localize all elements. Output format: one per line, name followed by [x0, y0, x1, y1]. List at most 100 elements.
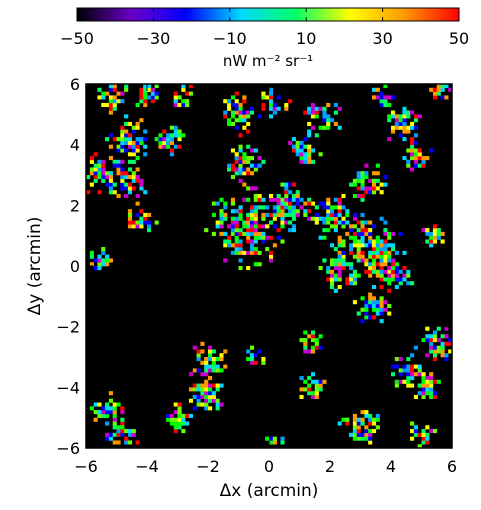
heatmap-cell — [349, 262, 354, 267]
heatmap-cell — [368, 250, 373, 255]
heatmap-cell — [310, 345, 316, 350]
heatmap-cell — [383, 250, 388, 255]
heatmap-cell — [379, 262, 384, 267]
heatmap-cell — [234, 106, 239, 111]
heatmap-cell — [131, 129, 136, 134]
heatmap-cell — [101, 159, 106, 164]
heatmap-cell — [398, 231, 403, 236]
heatmap-cell — [169, 413, 174, 418]
heatmap-cell — [402, 364, 407, 369]
heatmap-cell — [349, 243, 354, 248]
heatmap-cell — [147, 212, 152, 218]
heatmap-cell — [322, 216, 327, 221]
heatmap-cell — [246, 171, 251, 176]
heatmap-cell — [341, 239, 346, 244]
heatmap-cell — [261, 357, 266, 362]
heatmap-cell — [314, 394, 319, 400]
heatmap-cell — [432, 394, 438, 400]
heatmap-cell — [391, 273, 396, 278]
heatmap-cell — [127, 182, 133, 187]
heatmap-cell — [208, 368, 213, 373]
heatmap-cell — [238, 102, 243, 108]
heatmap-cell — [448, 349, 453, 354]
heatmap-cell — [425, 391, 430, 396]
heatmap-cell — [120, 125, 125, 130]
heatmap-cell — [402, 273, 407, 278]
heatmap-cell — [154, 95, 159, 100]
heatmap-cell — [421, 436, 426, 441]
heatmap-cell — [391, 129, 396, 134]
y-tick-label: −6 — [56, 439, 80, 458]
heatmap-cell — [371, 182, 377, 187]
heatmap-cell — [177, 133, 182, 138]
heatmap-cell — [246, 231, 251, 236]
heatmap-cell — [215, 201, 220, 206]
x-tick-label: −2 — [196, 457, 220, 476]
heatmap-cell — [352, 239, 357, 244]
heatmap-cell — [200, 372, 205, 377]
heatmap-cell — [383, 231, 388, 236]
heatmap-cell — [391, 277, 396, 282]
heatmap-cell — [177, 421, 182, 426]
heatmap-cell — [307, 391, 312, 396]
heatmap-cell — [402, 379, 407, 384]
heatmap-cell — [246, 220, 251, 225]
heatmap-cell — [284, 220, 289, 225]
heatmap-cell — [112, 95, 117, 100]
heatmap-cell — [280, 239, 285, 244]
heatmap-cell — [230, 110, 235, 115]
heatmap-cell — [352, 281, 357, 286]
heatmap-cell — [310, 394, 316, 400]
heatmap-cell — [200, 387, 205, 392]
heatmap-cell — [143, 212, 148, 218]
heatmap-cell — [127, 121, 133, 127]
heatmap-cell — [417, 156, 422, 161]
heatmap-cell — [150, 99, 155, 104]
heatmap-cell — [326, 220, 331, 225]
heatmap-cell — [272, 106, 277, 111]
heatmap-cell — [139, 95, 144, 100]
heatmap-cell — [341, 417, 346, 422]
heatmap-cell — [440, 345, 445, 350]
heatmap-cell — [333, 247, 338, 252]
heatmap-cell — [303, 156, 308, 161]
heatmap-cell — [242, 118, 247, 123]
heatmap-cell — [108, 190, 113, 195]
heatmap-cell — [291, 212, 296, 218]
heatmap-cell — [364, 425, 369, 430]
heatmap-cell — [310, 216, 316, 221]
heatmap-cell — [349, 247, 354, 252]
heatmap-cell — [204, 398, 209, 403]
heatmap-cell — [154, 137, 159, 142]
heatmap-cell — [303, 201, 308, 206]
heatmap-cell — [127, 209, 133, 214]
heatmap-cell — [269, 258, 274, 263]
heatmap-cell — [383, 95, 388, 100]
colorbar-tick-label: 10 — [296, 29, 316, 48]
heatmap-cell — [253, 239, 258, 244]
heatmap-cell — [368, 315, 373, 320]
heatmap-cell — [135, 125, 140, 130]
heatmap-cell — [425, 379, 430, 384]
heatmap-cell — [200, 349, 205, 354]
heatmap-cell — [379, 91, 384, 96]
heatmap-cell — [135, 220, 140, 225]
heatmap-cell — [105, 254, 110, 259]
heatmap-cell — [188, 91, 194, 96]
heatmap-cell — [105, 410, 110, 415]
heatmap-cell — [261, 216, 266, 221]
heatmap-cell — [253, 360, 258, 365]
heatmap-cell — [284, 205, 289, 210]
heatmap-cell — [402, 118, 407, 123]
heatmap-cell — [219, 383, 224, 388]
heatmap-cell — [352, 429, 357, 434]
heatmap-cell — [360, 410, 365, 415]
heatmap-cell — [223, 258, 228, 263]
heatmap-cell — [101, 178, 106, 183]
heatmap-cell — [291, 144, 296, 149]
heatmap-cell — [253, 250, 258, 255]
heatmap-cell — [413, 125, 418, 130]
heatmap-cell — [410, 167, 415, 172]
heatmap-cell — [192, 387, 197, 392]
heatmap-cell — [432, 231, 438, 236]
